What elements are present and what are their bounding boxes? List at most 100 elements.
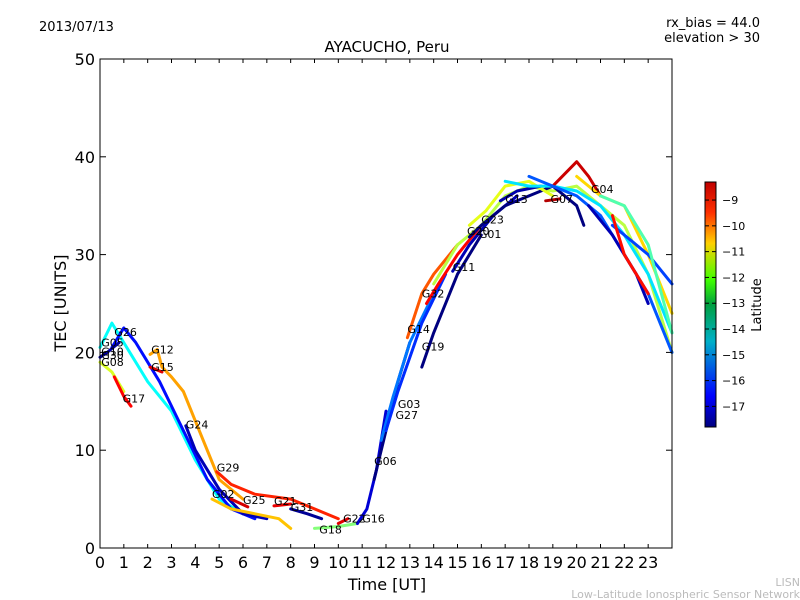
y-tick-label: 0: [85, 539, 95, 558]
series-g34: [599, 194, 674, 335]
satellite-label: G10: [101, 345, 124, 358]
footer-short: LISN: [775, 576, 800, 589]
x-tick-label: 5: [214, 553, 224, 572]
x-tick-label: 16: [471, 553, 491, 572]
series-g31: [289, 507, 324, 521]
colorbar-tick-label: −14: [722, 323, 745, 336]
chart-title: AYACUCHO, Peru: [324, 38, 449, 56]
series-g10: [98, 341, 121, 359]
x-tick-label: 23: [638, 553, 658, 572]
x-tick-label: 9: [309, 553, 319, 572]
series-g29: [215, 470, 340, 521]
x-tick-label: 0: [95, 553, 105, 572]
x-tick-label: 15: [447, 553, 467, 572]
colorbar-tick-label: −12: [722, 271, 745, 284]
satellite-label: G05: [101, 337, 124, 350]
x-tick-label: 20: [566, 553, 586, 572]
satellite-label: G30: [101, 349, 124, 362]
series-g27: [379, 292, 436, 442]
satellite-label: G20: [467, 225, 490, 238]
x-tick-label: 14: [423, 553, 443, 572]
y-tick-label: 40: [75, 148, 95, 167]
colorbar-tick-label: −9: [722, 194, 738, 207]
satellite-label: G29: [217, 462, 240, 475]
series-g02: [210, 497, 293, 530]
satellite-label: G17: [123, 392, 146, 405]
date-label: 2013/07/13: [39, 20, 114, 35]
series-g13: [498, 184, 543, 203]
series-g21: [272, 502, 293, 508]
x-tick-label: 18: [519, 553, 539, 572]
x-tick-label: 17: [495, 553, 515, 572]
series-g32: [425, 223, 483, 305]
y-tick-label: 30: [75, 246, 95, 265]
y-axis-label: TEC [UNITS]: [51, 255, 70, 353]
series-g22: [336, 517, 350, 525]
x-tick-label: 6: [238, 553, 248, 572]
series-g19: [420, 233, 483, 369]
x-tick-label: 1: [119, 553, 129, 572]
series-g14: [405, 243, 459, 340]
satellite-label: G26: [114, 326, 137, 339]
x-tick-label: 12: [376, 553, 396, 572]
satellite-label: G02: [212, 488, 235, 501]
colorbar-ticks: −9 −10 −11 −12 −13 −14 −15 −16 −17: [705, 194, 745, 413]
satellite-label: G31: [291, 501, 314, 514]
colorbar: −9 −10 −11 −12 −13 −14 −15 −16 −17 Latitude: [704, 181, 765, 428]
satellite-label: G11: [453, 261, 476, 274]
x-axis-label: Time [UT]: [347, 575, 426, 594]
series-g24: [184, 424, 269, 521]
satellite-label: G18: [319, 523, 342, 536]
satellite-label: G23: [481, 213, 504, 226]
colorbar-tick-label: −15: [722, 349, 745, 362]
satellite-label: G32: [422, 288, 445, 301]
series-g18: [313, 522, 359, 530]
satellite-label: G07: [551, 193, 574, 206]
colorbar-tick-label: −10: [722, 220, 745, 233]
series-g12: [148, 348, 245, 501]
series-g05: [98, 321, 245, 516]
satellite-label: G21: [274, 495, 297, 508]
series-g01: [467, 184, 586, 239]
x-tick-label: 3: [166, 553, 176, 572]
plot-frame: [99, 58, 673, 549]
y-tick-label: 50: [75, 50, 95, 69]
satellite-label: G19: [422, 340, 445, 353]
x-tick-label: 22: [614, 553, 634, 572]
satellite-label: G01: [479, 228, 502, 241]
x-tick-label: 10: [328, 553, 348, 572]
satellite-label: G13: [505, 193, 528, 206]
series-g17: [112, 375, 133, 408]
x-tick-label: 21: [590, 553, 610, 572]
series-g07: [544, 197, 562, 203]
y-tick-label: 10: [75, 441, 95, 460]
footer-long: Low-Latitude Ionospheric Sensor Network: [571, 588, 800, 600]
x-tick-label: 19: [543, 553, 563, 572]
y-tick-label: 20: [75, 343, 95, 362]
satellite-label: G03: [398, 398, 421, 411]
series-g36: [610, 214, 650, 296]
series-g15: [148, 365, 164, 374]
elevation-label: elevation > 30: [664, 31, 760, 46]
series-g09: [551, 160, 602, 198]
series-g25: [229, 497, 250, 509]
colorbar-tick-label: −13: [722, 297, 745, 310]
rx-bias-label: rx_bias = 44.0: [666, 16, 760, 31]
satellite-label: G25: [243, 494, 266, 507]
satellite-label: G15: [151, 361, 174, 374]
satellite-label: G12: [151, 343, 174, 356]
colorbar-gradient: [704, 181, 717, 428]
series-g04: [503, 179, 674, 335]
colorbar-label: Latitude: [750, 278, 765, 332]
satellite-label: G27: [396, 409, 419, 422]
satellite-label: G04: [591, 183, 614, 196]
series-g26: [110, 326, 257, 521]
colorbar-tick-label: −16: [722, 375, 745, 388]
colorbar-tick-label: −11: [722, 246, 745, 259]
satellite-label: G06: [374, 455, 397, 468]
x-axis: 0 1 2 3 4 5 6 7 8 9 10 11 12 13 14 15 16 17 18 19 20 21 22 23: [95, 59, 658, 572]
x-tick-label: 13: [400, 553, 420, 572]
x-tick-label: 4: [190, 553, 200, 572]
